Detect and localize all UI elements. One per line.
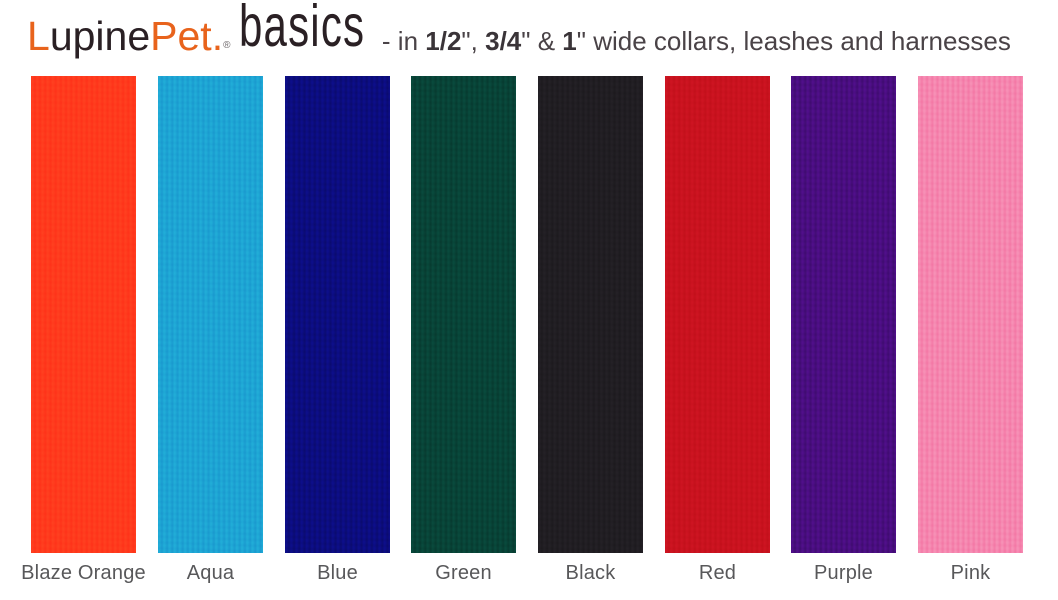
svg-text:basics: basics	[239, 0, 365, 59]
